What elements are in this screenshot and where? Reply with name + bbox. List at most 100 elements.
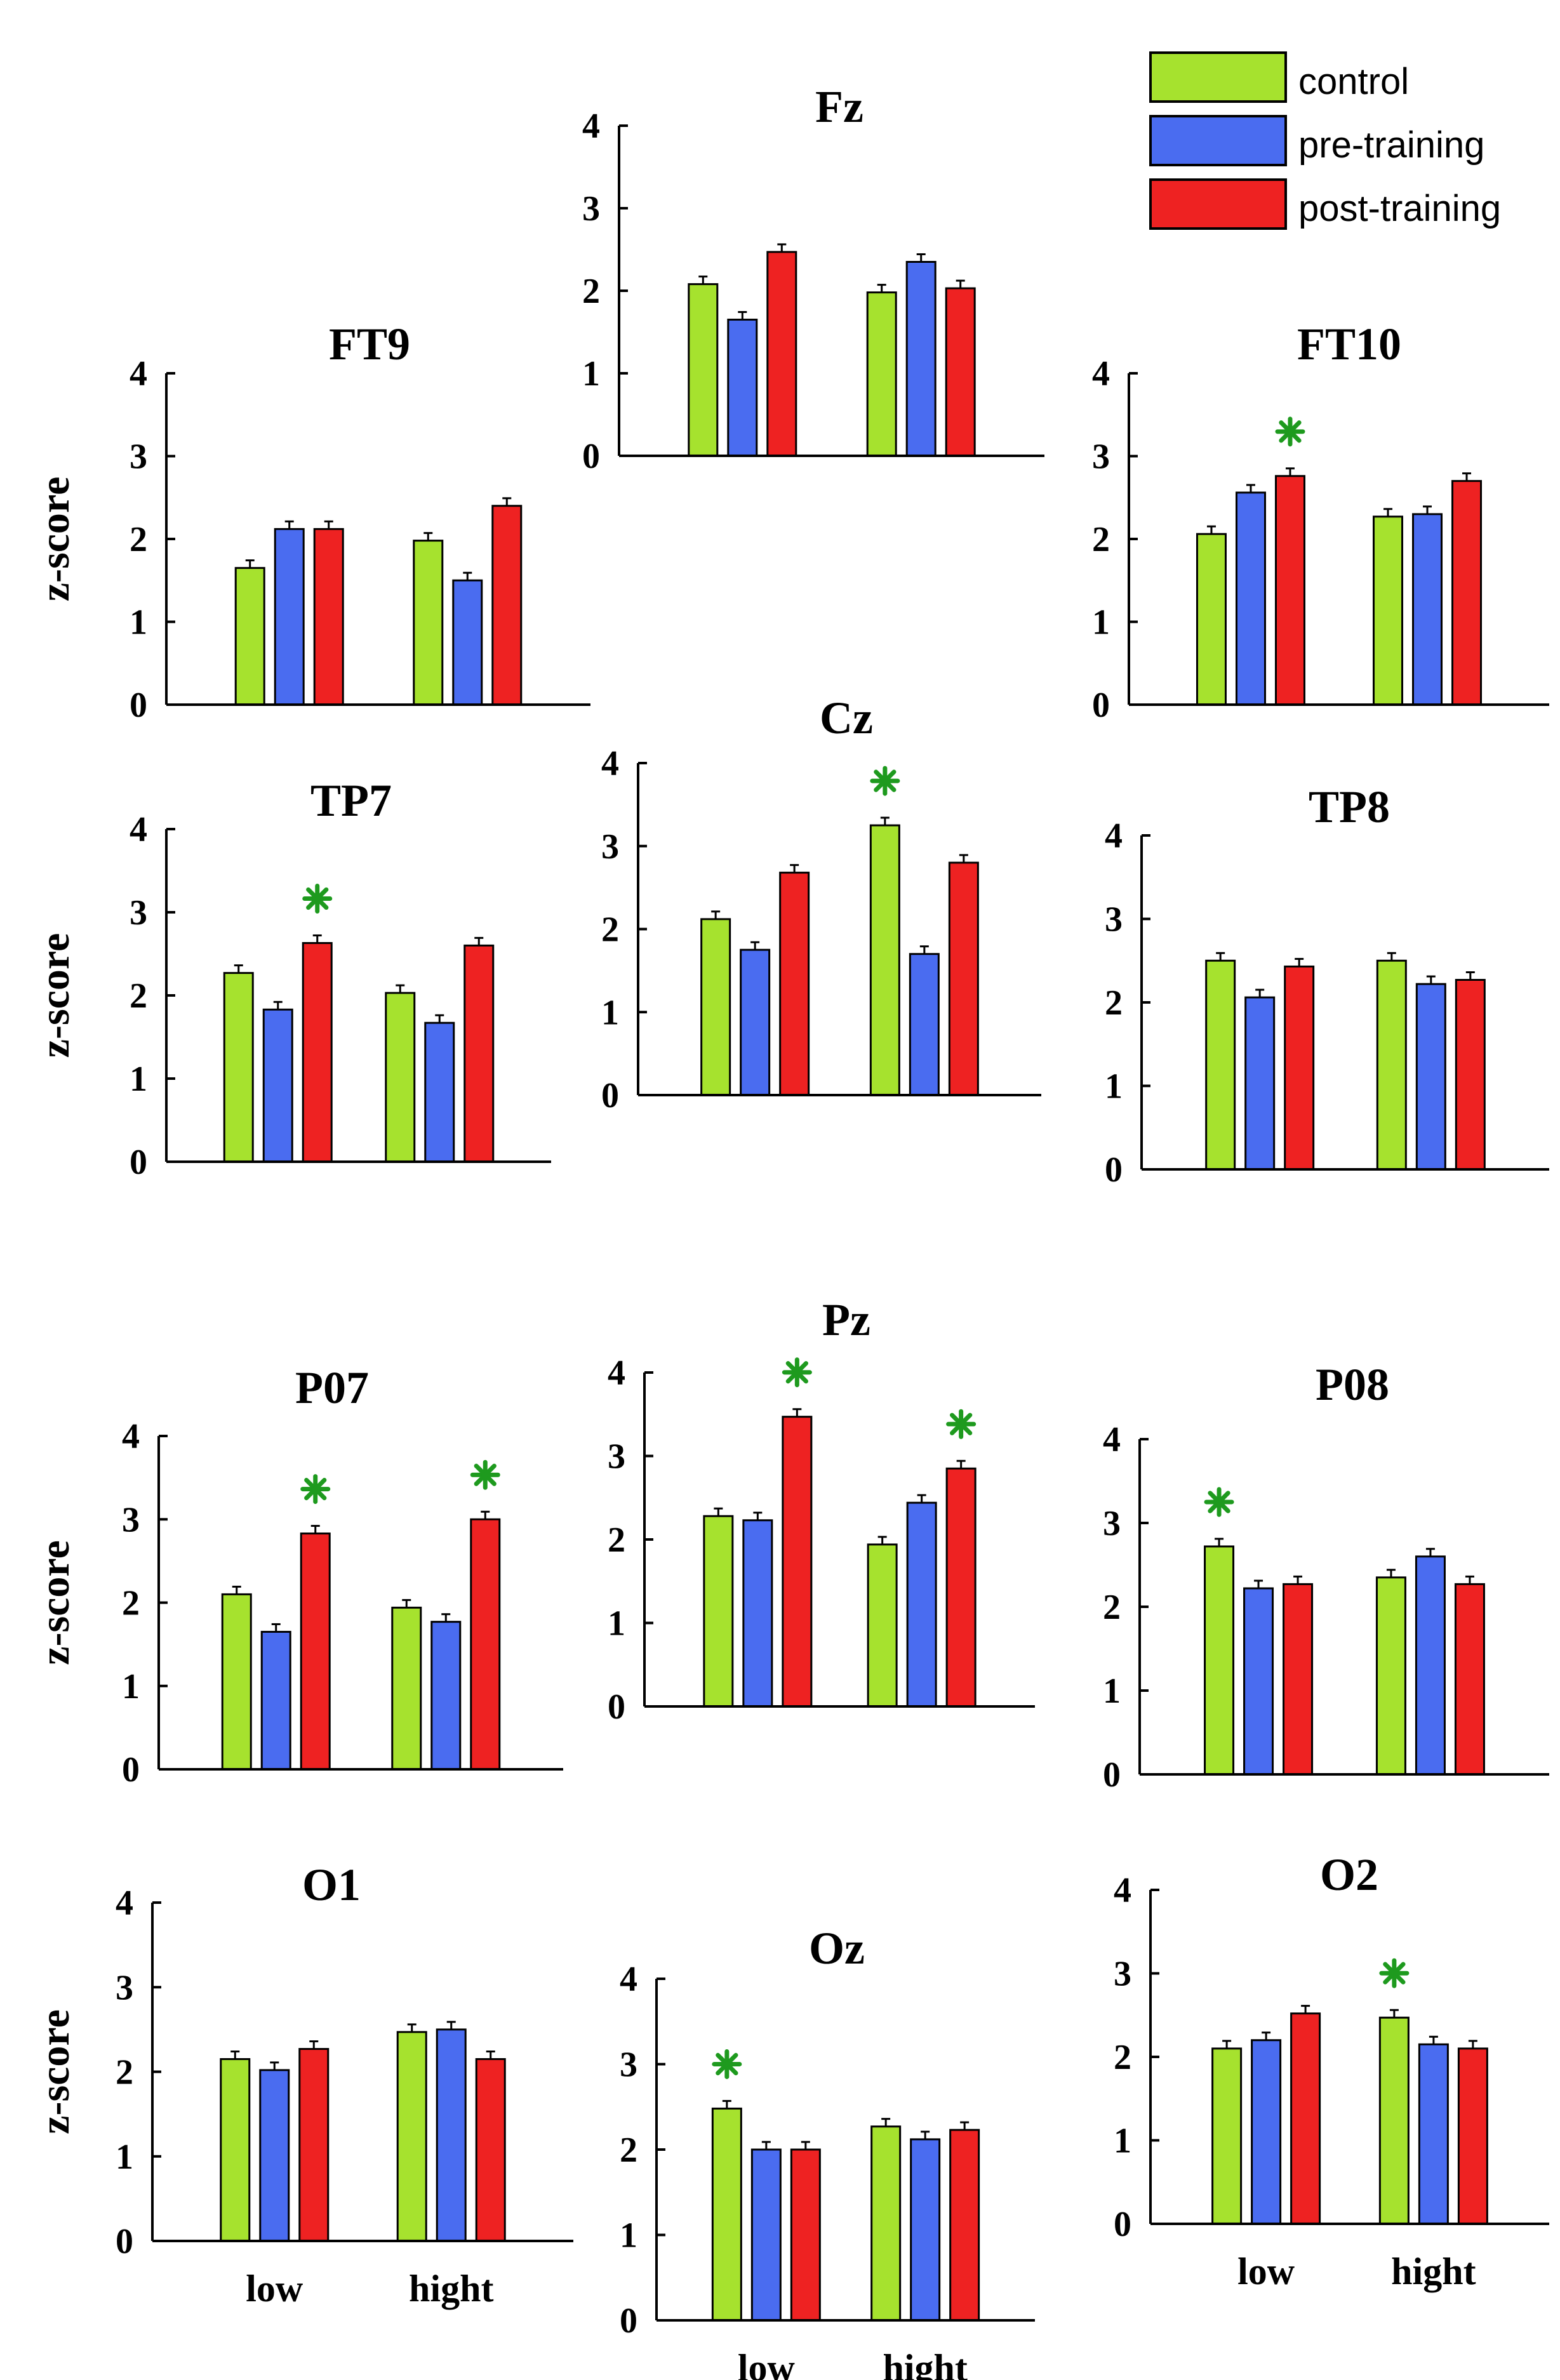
- bar-o1-pre-training-0: [259, 2069, 290, 2242]
- bar-fz-control-0: [688, 283, 719, 457]
- bar-o2-control-0: [1211, 2047, 1243, 2225]
- significance-star-oz-0-stroke: [716, 2052, 738, 2076]
- y-tick-label-fz-1: 1: [582, 354, 600, 394]
- chart-p08: 0 1 2 3 4 P08: [1103, 1359, 1549, 1795]
- bar-pz-pre-training-0: [742, 1519, 773, 1708]
- y-tick-label-p08-3: 3: [1103, 1504, 1121, 1543]
- bar-tp7-pre-training-1: [424, 1021, 455, 1163]
- bar-cz-control-0: [700, 918, 731, 1096]
- bar-tp8-post-training-1: [1455, 978, 1486, 1171]
- chart-title-p07: P07: [295, 1362, 369, 1413]
- y-tick-label-ft9-1: 1: [130, 603, 147, 642]
- y-tick-label-tp7-4: 4: [130, 810, 147, 849]
- bar-p08-pre-training-0: [1243, 1587, 1274, 1776]
- bar-o1-pre-training-1: [436, 2028, 467, 2242]
- y-tick-label-tp7-2: 2: [130, 976, 147, 1016]
- x-tick-label-oz-1: hight: [883, 2347, 967, 2380]
- bar-p08-control-0: [1204, 1545, 1235, 1776]
- chart-title-tp7: TP7: [310, 775, 392, 826]
- y-tick-label-p07-2: 2: [122, 1584, 140, 1623]
- chart-title-tp8: TP8: [1309, 781, 1390, 832]
- bar-tp8-pre-training-0: [1244, 996, 1276, 1171]
- chart-oz: 0 1 2 3 4 Oz low hight: [620, 1923, 1035, 2380]
- y-tick-label-ft10-2: 2: [1092, 520, 1110, 559]
- y-tick-label-tp8-0: 0: [1105, 1150, 1123, 1190]
- y-tick-label-cz-4: 4: [601, 744, 619, 783]
- y-tick-label-cz-1: 1: [601, 993, 619, 1032]
- y-tick-label-pz-4: 4: [608, 1353, 625, 1393]
- y-tick-label-pz-2: 2: [608, 1520, 625, 1560]
- bar-oz-post-training-1: [949, 2129, 980, 2322]
- bar-p07-pre-training-0: [260, 1630, 291, 1771]
- chart-title-p08: P08: [1316, 1359, 1389, 1410]
- bar-tp8-control-1: [1376, 959, 1407, 1171]
- bar-oz-control-1: [870, 2125, 902, 2322]
- bar-fz-pre-training-0: [727, 319, 758, 457]
- y-tick-label-fz-4: 4: [582, 107, 600, 146]
- legend-label-pre-training: pre-training: [1298, 124, 1484, 166]
- y-tick-label-tp8-2: 2: [1105, 983, 1123, 1023]
- bar-o2-post-training-0: [1290, 2012, 1321, 2225]
- bar-oz-control-0: [711, 2107, 742, 2322]
- y-tick-label-pz-3: 3: [608, 1437, 625, 1477]
- y-tick-label-p07-4: 4: [122, 1417, 140, 1456]
- y-tick-label-ft10-3: 3: [1092, 437, 1110, 477]
- significance-star-pz-1: [946, 1409, 977, 1439]
- bar-p07-post-training-0: [300, 1532, 331, 1771]
- y-tick-label-tp8-4: 4: [1105, 816, 1123, 856]
- y-tick-label-o1-0: 0: [116, 2222, 133, 2261]
- significance-star-ft10-0: [1275, 416, 1305, 447]
- y-tick-label-fz-2: 2: [582, 272, 600, 311]
- significance-star-p07-0: [300, 1474, 331, 1505]
- bar-o2-control-1: [1378, 2016, 1410, 2225]
- bar-tp7-control-0: [223, 972, 254, 1163]
- bar-pz-control-0: [703, 1515, 734, 1708]
- y-tick-label-oz-2: 2: [620, 2131, 637, 2170]
- chart-title-pz: Pz: [822, 1294, 870, 1345]
- significance-star-pz-1-stroke: [950, 1413, 973, 1435]
- y-tick-label-cz-2: 2: [601, 910, 619, 950]
- y-tick-label-o2-3: 3: [1114, 1955, 1131, 1994]
- y-tick-label-tp7-1: 1: [130, 1060, 147, 1099]
- y-label-tp7: z-score: [32, 933, 78, 1058]
- y-tick-label-ft9-2: 2: [130, 520, 147, 559]
- y-tick-label-ft10-0: 0: [1092, 686, 1110, 725]
- bar-o1-control-0: [220, 2058, 251, 2242]
- y-tick-label-o2-4: 4: [1114, 1871, 1131, 1910]
- significance-star-p08-0: [1204, 1487, 1234, 1517]
- bar-fz-pre-training-1: [905, 261, 937, 457]
- significance-star-o2-0: [1379, 1958, 1410, 1988]
- y-tick-label-ft9-3: 3: [130, 437, 147, 477]
- chart-title-oz: Oz: [809, 1923, 865, 1974]
- bar-p08-post-training-1: [1454, 1583, 1485, 1776]
- bar-ft10-control-1: [1373, 515, 1404, 706]
- legend-swatch-control: [1149, 51, 1287, 103]
- y-tick-label-pz-0: 0: [608, 1687, 625, 1727]
- bar-cz-pre-training-0: [740, 948, 771, 1096]
- bar-oz-pre-training-1: [910, 2138, 941, 2322]
- bar-o2-pre-training-1: [1418, 2043, 1449, 2225]
- chart-pz: 0 1 2 3 4 Pz: [608, 1294, 1035, 1727]
- bar-p07-post-training-1: [470, 1518, 501, 1771]
- bar-ft10-pre-training-0: [1235, 491, 1266, 706]
- bar-cz-control-1: [869, 824, 900, 1096]
- y-tick-label-oz-1: 1: [620, 2216, 637, 2256]
- x-tick-label-o2-0: low: [1237, 2250, 1295, 2292]
- bar-ft10-post-training-0: [1274, 475, 1305, 706]
- x-tick-label-o1-0: low: [246, 2268, 303, 2310]
- chart-o2: 0 1 2 3 4 O2 low hight: [1114, 1849, 1549, 2292]
- chart-cz: 0 1 2 3 4 Cz: [601, 693, 1041, 1115]
- bar-ft9-post-training-1: [491, 505, 523, 706]
- legend-swatch-pre-training: [1149, 115, 1287, 166]
- y-tick-label-o2-0: 0: [1114, 2205, 1131, 2244]
- chart-ft9: 0 1 2 3 4 FT9 z-score: [32, 319, 590, 725]
- y-tick-label-tp8-1: 1: [1105, 1067, 1123, 1107]
- bar-p07-pre-training-1: [430, 1621, 462, 1771]
- significance-star-cz-0-stroke: [874, 769, 897, 792]
- bar-pz-control-1: [867, 1543, 898, 1708]
- y-tick-label-fz-3: 3: [582, 189, 600, 229]
- bar-p08-control-1: [1375, 1576, 1406, 1776]
- y-tick-label-o2-2: 2: [1114, 2038, 1131, 2077]
- bar-o1-control-1: [396, 2031, 427, 2242]
